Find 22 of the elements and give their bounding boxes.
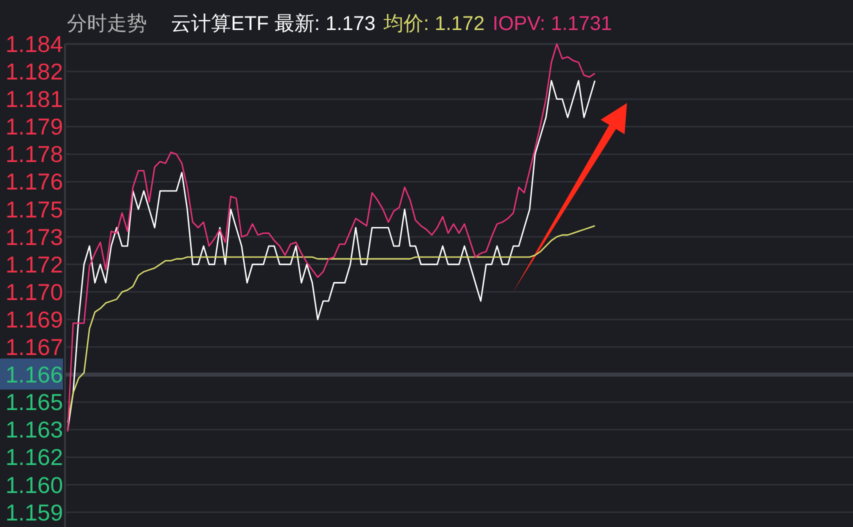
text: 云计算ETF 最新: 1.173 xyxy=(171,13,376,35)
series-label: IOPV: 1.1731 xyxy=(492,13,612,35)
y-tick-label: 1.184 xyxy=(5,31,64,57)
y-tick-label: 1.181 xyxy=(5,86,63,112)
y-tick-label: 1.182 xyxy=(5,58,63,85)
y-tick-label: 1.166 xyxy=(5,362,63,388)
text: 均价: 1.172 xyxy=(382,13,485,35)
y-tick-label: 1.173 xyxy=(5,224,63,250)
y-tick-label: 1.179 xyxy=(5,114,63,140)
y-tick-label: 1.165 xyxy=(5,389,63,416)
y-tick-label: 1.169 xyxy=(5,306,63,332)
y-tick-label: 1.160 xyxy=(5,472,63,498)
y-tick-label: 1.170 xyxy=(5,278,63,305)
y-tick-label: 1.175 xyxy=(5,196,63,222)
y-tick-label: 1.159 xyxy=(5,499,63,526)
y-tick-label: 1.178 xyxy=(5,141,63,168)
y-tick-label: 1.167 xyxy=(5,334,63,360)
y-tick-label: 1.172 xyxy=(5,251,63,278)
y-tick-label: 1.162 xyxy=(5,444,63,470)
chart-title: 分时走势 xyxy=(67,13,147,35)
y-tick-label: 1.176 xyxy=(5,168,63,195)
y-tick-label: 1.163 xyxy=(5,416,63,443)
